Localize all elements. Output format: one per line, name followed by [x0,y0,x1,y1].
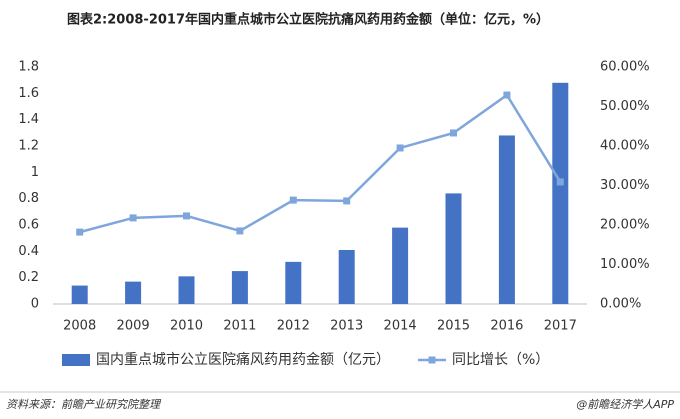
line-marker [450,129,457,137]
y-tick-label: 1.8 [18,60,39,75]
x-tick-label: 2013 [330,319,363,334]
line-marker [556,178,564,186]
y-tick-label: 1 [31,165,39,180]
y-tick-label: 1.2 [18,139,39,154]
y2-tick-label: 30.00% [600,178,650,193]
legend-label: 同比增长（%） [452,352,549,368]
credit: @前瞻经济学人APP [576,398,674,411]
y2-tick-label: 10.00% [600,257,650,272]
y2-tick-label: 20.00% [600,218,650,233]
line-marker [503,91,511,99]
line-marker [183,212,190,220]
bar [445,193,462,304]
chart-title: 图表2:2008-2017年国内重点城市公立医院抗痛风药用药金额（单位：亿元，%… [67,12,549,28]
y-tick-label: 0.6 [18,218,39,233]
y-tick-label: 1.6 [18,86,39,101]
line-marker [396,144,404,152]
legend-swatch [62,354,90,366]
line-marker [129,214,137,222]
x-tick-label: 2012 [277,319,310,334]
y-tick-label: 0.8 [18,191,39,206]
source: 资料来源：前瞻产业研究院整理 [6,398,162,411]
bar [338,250,355,304]
line-marker [289,196,297,204]
line-marker [343,197,351,205]
line-marker [76,228,84,236]
x-tick-label: 2016 [490,319,523,334]
legend-label: 国内重点城市公立医院痛风药用药金额（亿元） [96,351,390,368]
line [79,93,562,234]
y-tick-label: 0 [31,297,39,312]
bar [125,281,142,304]
legend-swatch [428,356,436,364]
bar [392,227,409,304]
x-tick-label: 2017 [544,319,577,334]
x-tick-label: 2010 [170,319,203,334]
x-tick-label: 2008 [63,319,96,334]
x-tick-label: 2014 [384,319,417,334]
x-tick-label: 2009 [117,319,150,334]
bar [178,276,195,304]
y-tick-label: 0.2 [18,270,39,285]
bar [552,82,569,304]
bar [498,135,515,304]
y-tick-label: 0.4 [18,244,39,259]
bar [231,271,248,304]
y-tick-label: 1.4 [18,112,39,127]
line-marker [236,227,244,235]
y2-tick-label: 0.00% [600,297,641,312]
y2-tick-label: 40.00% [600,139,650,154]
x-tick-label: 2011 [223,319,256,334]
y2-tick-label: 50.00% [600,99,650,114]
bar [71,285,88,304]
bar [285,261,302,304]
x-tick-label: 2015 [437,319,470,334]
y2-tick-label: 60.00% [600,60,650,75]
